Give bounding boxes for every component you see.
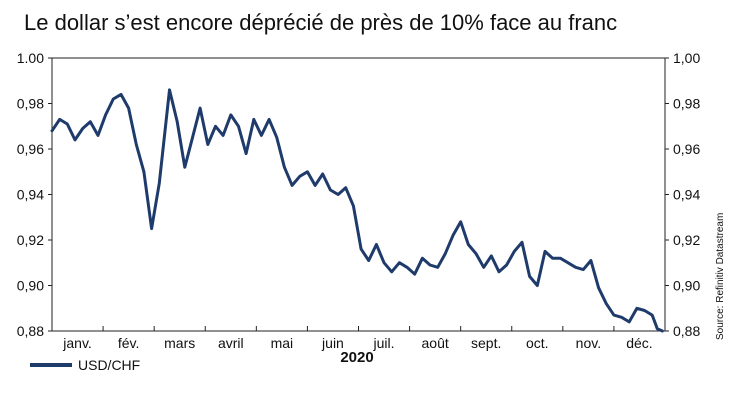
x-tick-label: janv. — [62, 335, 92, 351]
x-tick-label: mars — [164, 335, 195, 351]
y-tick-label-left: 1.00 — [17, 50, 44, 66]
x-axis: janv. fév. mars avril mai juin juil. août sept. o… — [62, 326, 653, 351]
y-tick-label-right: 1,00 — [673, 50, 700, 66]
x-tick-label: fév. — [118, 335, 140, 351]
x-axis-year-label: 2020 — [340, 349, 373, 366]
y-tick-label-right: 0,92 — [673, 232, 700, 248]
y-tick-label-left: 0,88 — [17, 323, 44, 339]
x-tick-label: sept. — [471, 335, 501, 351]
y-tick-label-right: 0,90 — [673, 278, 700, 294]
plot-border — [51, 57, 666, 332]
x-tick-label: août — [422, 335, 449, 351]
y-tick-label-left: 0,90 — [17, 278, 44, 294]
y-tick-label-right: 0,98 — [673, 96, 700, 112]
plot-frame — [51, 57, 666, 332]
y-tick-label-right: 0,94 — [673, 187, 700, 203]
y-tick-label-left: 0,96 — [17, 141, 44, 157]
chart-title: Le dollar s’est encore déprécié de près … — [24, 10, 618, 35]
legend-swatch-usd-chf — [30, 363, 72, 367]
y-tick-label-right: 0,96 — [673, 141, 700, 157]
legend-label-usd-chf: USD/CHF — [78, 357, 141, 373]
x-tick-label: déc. — [626, 335, 652, 351]
x-tick-label: nov. — [576, 335, 601, 351]
y-tick-label-left: 0,92 — [17, 232, 44, 248]
source-note: Source: Refinitiv Datastream — [715, 212, 726, 340]
y-axis-right: 0,88 0,90 0,92 0,94 0,96 0,98 1,00 — [665, 50, 700, 339]
y-tick-label-right: 0,88 — [673, 323, 700, 339]
x-tick-label: oct. — [526, 335, 549, 351]
x-tick-label: juin — [321, 335, 344, 351]
y-tick-label-left: 0,94 — [17, 187, 44, 203]
y-axis-left: 0,88 0,90 0,92 0,94 0,96 0,98 1.00 — [17, 50, 52, 339]
x-tick-label: mai — [271, 335, 294, 351]
x-tick-label: juil. — [373, 335, 395, 351]
legend: USD/CHF — [30, 357, 140, 373]
x-tick-label: avril — [218, 335, 244, 351]
series-line-usd-chf — [50, 88, 664, 333]
series-layer — [50, 88, 664, 333]
y-tick-label-left: 0,98 — [17, 96, 44, 112]
